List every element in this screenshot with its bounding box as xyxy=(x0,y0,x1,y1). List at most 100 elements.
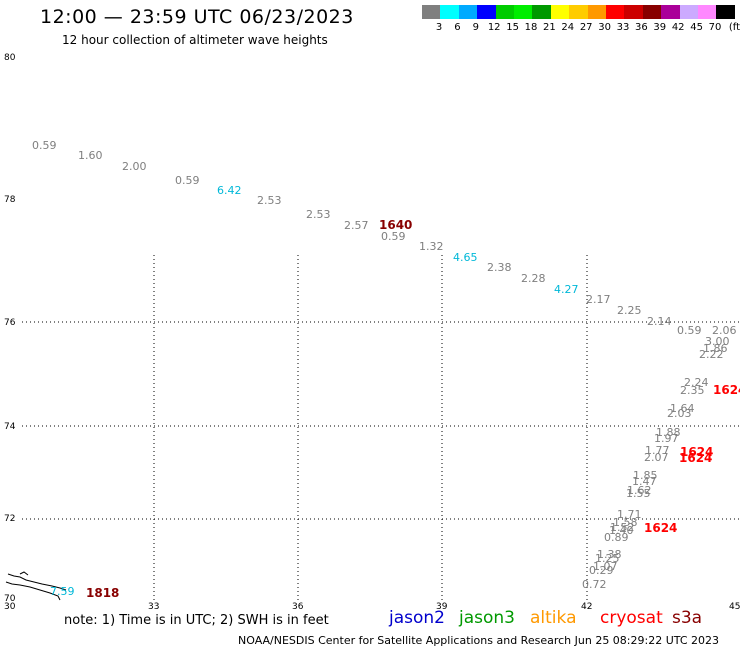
pass-time-label: 1624 xyxy=(679,451,712,465)
wave-height-value: 0.59 xyxy=(381,230,406,243)
map-subtitle: 12 hour collection of altimeter wave hei… xyxy=(62,33,328,47)
color-swatch xyxy=(587,5,607,19)
wave-height-value: 0.89 xyxy=(604,531,629,544)
latitude-labels: 80 78 76 74 72 70 xyxy=(4,53,16,604)
wave-height-value: 1.40 xyxy=(609,524,634,537)
wave-height-value: 2.28 xyxy=(521,272,546,285)
wave-height-value: 0.59 xyxy=(32,139,57,152)
wave-height-value: 1.77 xyxy=(645,444,670,457)
color-swatch xyxy=(458,5,478,19)
satellite-altika: altika xyxy=(530,608,577,628)
latitude-label: 78 xyxy=(4,195,16,205)
pass-time-label: 1818 xyxy=(86,586,119,600)
color-swatch xyxy=(477,5,497,19)
wave-height-value: 1.64 xyxy=(670,402,695,415)
color-scale-label: 33 xyxy=(616,22,630,33)
wave-height-value: 2.03 xyxy=(667,407,692,420)
wave-height-value: 1.62 xyxy=(627,484,652,497)
latitude-label: 74 xyxy=(4,422,16,432)
pass-time-label: 1624 xyxy=(680,445,713,459)
wave-height-value: 1.25 xyxy=(595,552,620,565)
satellite-s3a: s3a xyxy=(672,608,703,628)
latitude-label: 72 xyxy=(4,514,15,524)
color-scale-label: 42 xyxy=(671,22,685,33)
wave-height-value: 2.14 xyxy=(647,315,672,328)
wave-height-value: 1.88 xyxy=(656,426,681,439)
wave-height-value: 2.24 xyxy=(684,376,709,389)
color-scale-label: 15 xyxy=(506,22,519,33)
color-scale-label: 30 xyxy=(598,22,611,33)
wave-height-value: 0.59 xyxy=(175,174,200,187)
wave-height-value: 0.29 xyxy=(589,564,614,577)
latitude-label: 76 xyxy=(4,318,16,328)
color-swatch xyxy=(514,5,533,19)
color-scale-label: 24 xyxy=(561,22,575,33)
color-scale-label: 12 xyxy=(487,22,501,33)
wave-height-value: 0.72 xyxy=(582,578,607,591)
color-scale-label: 9 xyxy=(472,22,479,33)
wave-height-value: 1.55 xyxy=(626,487,651,500)
color-scale-label: 45 xyxy=(690,22,703,33)
color-swatch xyxy=(550,5,570,19)
color-scale-label: 6 xyxy=(454,22,461,33)
wave-height-value: 2.53 xyxy=(306,208,331,221)
wave-height-value: 1.60 xyxy=(78,149,103,162)
pass-time-label: 1624 xyxy=(713,383,740,397)
satellite-cryosat: cryosat xyxy=(600,608,663,628)
wave-height-value: 1.58 xyxy=(613,516,638,529)
pass-time-label: 1624 xyxy=(644,521,677,535)
color-swatch xyxy=(698,5,717,19)
wave-height-value: 2.57 xyxy=(344,219,369,232)
wave-height-value: 2.25 xyxy=(617,304,642,317)
wave-height-value: 2.17 xyxy=(586,293,611,306)
wave-height-value: 2.38 xyxy=(487,261,512,274)
color-scale-label: 3 xyxy=(435,22,443,33)
color-scale-label: 21 xyxy=(543,22,556,33)
color-swatch xyxy=(661,5,681,19)
longitude-label: 30 xyxy=(4,602,16,612)
wave-height-value: 2.22 xyxy=(699,348,724,361)
wave-height-value: 7.59 xyxy=(50,585,75,598)
longitude-label: 33 xyxy=(148,602,159,612)
satellite-jason3: jason3 xyxy=(459,608,515,628)
color-swatch xyxy=(569,5,589,19)
latitude-label: 70 xyxy=(4,594,16,604)
color-swatch xyxy=(422,5,441,19)
longitude-label: 36 xyxy=(292,602,304,612)
wave-height-value: 2.35 xyxy=(680,384,705,397)
color-scale-label: 70 xyxy=(708,22,722,33)
wave-height-value: 1.32 xyxy=(419,240,444,253)
pass-time-label: 1640 xyxy=(379,218,412,232)
wave-height-value: 1.38 xyxy=(597,548,622,561)
color-scale-label: 39 xyxy=(653,22,667,33)
color-swatch xyxy=(532,5,552,19)
color-scale-label: 18 xyxy=(524,22,538,33)
graticule xyxy=(22,255,740,600)
longitude-label: 42 xyxy=(581,602,592,612)
wave-height-value: 1.71 xyxy=(617,508,642,521)
satellite-jason2: jason2 xyxy=(389,608,445,628)
wave-height-value: 1.52 xyxy=(610,521,635,534)
color-swatch xyxy=(679,5,699,19)
wave-height-value: 4.65 xyxy=(453,251,478,264)
longitude-label: 45 xyxy=(729,602,740,612)
wave-height-value: 1.85 xyxy=(633,469,658,482)
color-swatch xyxy=(624,5,644,19)
longitude-labels: 30 33 36 39 42 45 xyxy=(4,602,740,612)
color-scale-label: 36 xyxy=(635,22,648,33)
color-scale-label: 27 xyxy=(579,22,593,33)
wave-height-value: 1.47 xyxy=(632,475,657,488)
wave-height-value: 0.59 xyxy=(677,324,702,337)
color-swatch xyxy=(606,5,625,19)
wave-height-values: 0.59 1.60 2.00 0.59 6.42 2.53 2.53 2.57 0.59 1.32… xyxy=(32,139,737,598)
color-swatch xyxy=(495,5,515,19)
map-title: 12:00 — 23:59 UTC 06/23/2023 xyxy=(40,6,354,28)
wave-height-value: 2.06 xyxy=(712,324,737,337)
color-swatch xyxy=(440,5,460,19)
wave-height-value: 1.86 xyxy=(703,342,728,355)
wave-height-value: 2.00 xyxy=(122,160,147,173)
wave-height-value: 2.07 xyxy=(644,451,669,464)
color-scale-unit: (ft) xyxy=(728,22,740,33)
latitude-label: 80 xyxy=(4,53,16,63)
